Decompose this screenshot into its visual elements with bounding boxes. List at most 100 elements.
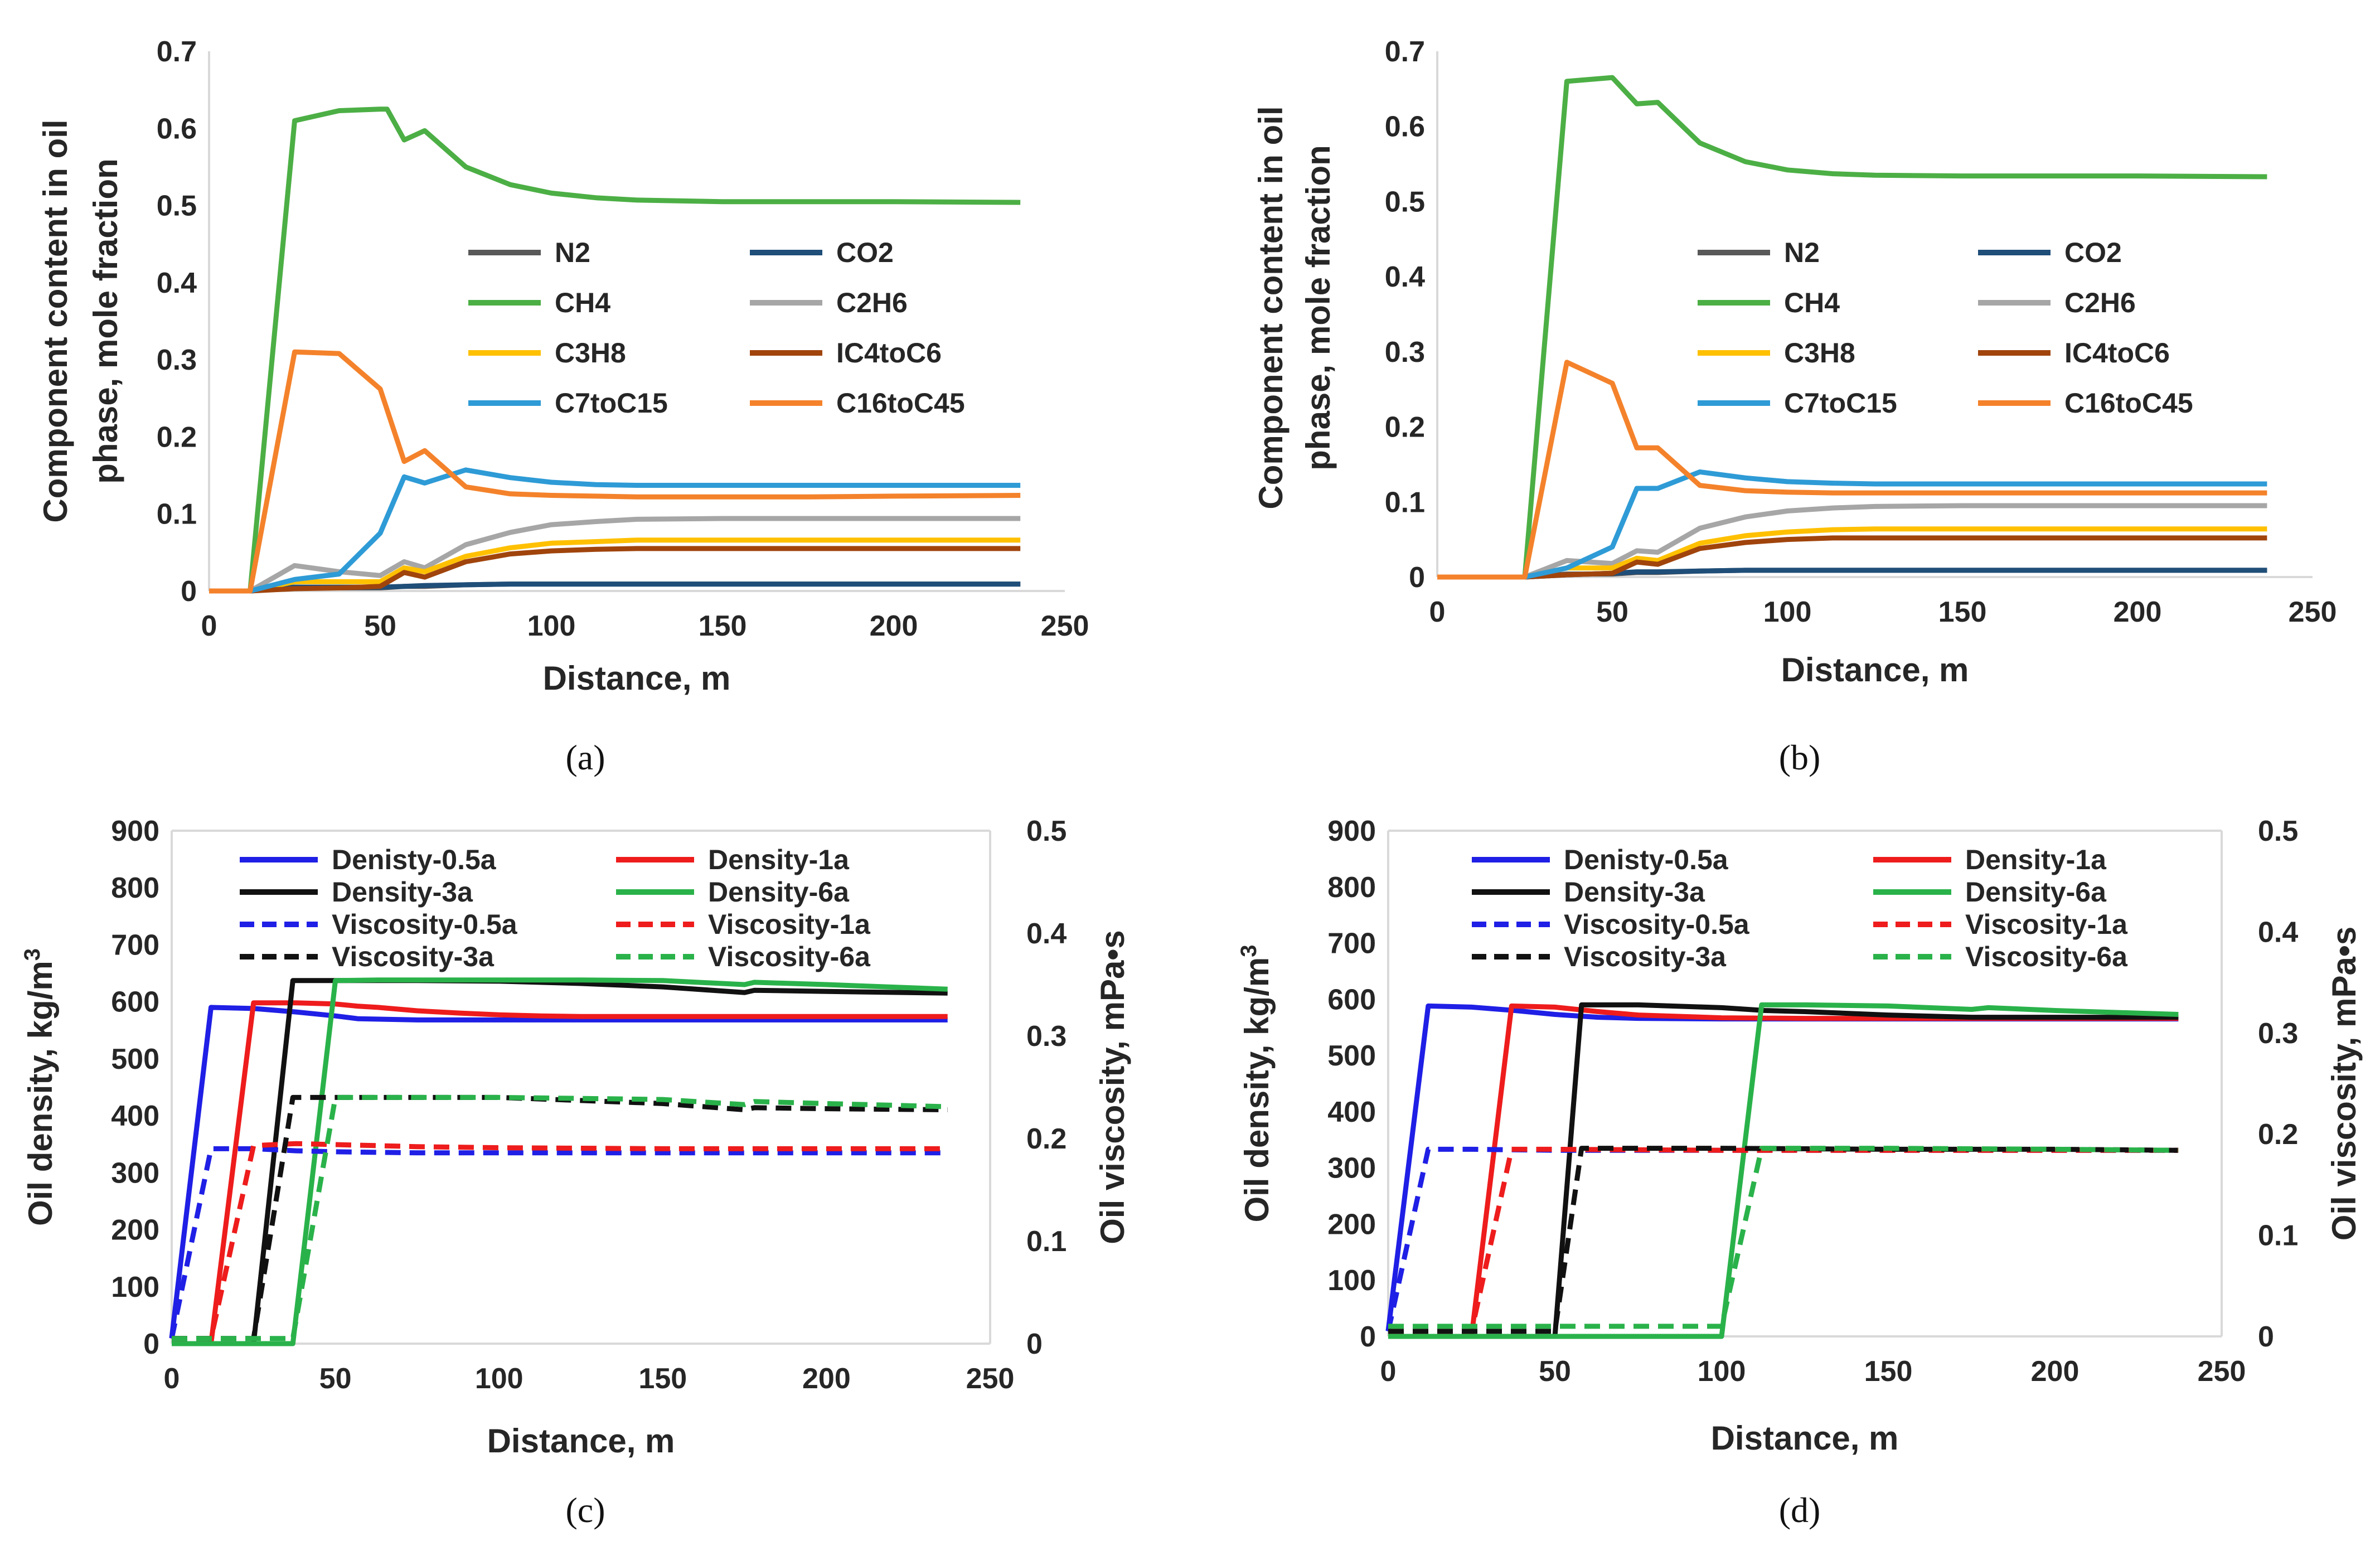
caption-b: (b) (1779, 738, 1821, 777)
y-tick-label: 0.6 (1385, 111, 1425, 143)
y2-tick-label: 0.2 (2258, 1118, 2298, 1151)
legend-label: C16toC45 (836, 387, 965, 419)
legend-label: C16toC45 (2064, 387, 2193, 419)
legend-label: Viscosity-1a (708, 909, 871, 940)
legend-label: Viscosity-6a (708, 941, 871, 972)
x-tick-label: 0 (201, 610, 217, 642)
series-line-c7toc15 (1437, 469, 2267, 580)
y2-tick-label: 0.4 (1026, 918, 1067, 950)
y-tick-label: 0.4 (157, 267, 197, 299)
legend-label: N2 (555, 237, 590, 268)
y-tick-label: 600 (111, 986, 159, 1019)
legend-label: C2H6 (836, 287, 908, 318)
x-tick-label: 50 (364, 610, 396, 642)
y-tick-label: 500 (111, 1043, 159, 1075)
series-line-ch4 (1437, 75, 2267, 580)
x-tick-label: 150 (1864, 1355, 1913, 1388)
x-tick-label: 150 (699, 610, 747, 642)
y2-tick-label: 0 (1026, 1328, 1043, 1360)
y-tick-label: 200 (111, 1214, 159, 1247)
y-tick-label: 900 (1327, 815, 1376, 847)
legend-label: Viscosity-1a (1965, 909, 2128, 940)
series-line-density-6a (1388, 1002, 2179, 1339)
caption-a: (a) (565, 738, 605, 777)
x-tick-label: 100 (1698, 1355, 1746, 1388)
y-tick-label: 0.7 (157, 36, 197, 68)
y2-tick-label: 0.5 (2258, 815, 2298, 847)
y-axis-label: Component content in oil (37, 119, 74, 522)
y-tick-label: 0.4 (1385, 261, 1425, 293)
x-tick-label: 100 (1763, 596, 1812, 628)
legend-label: Density-1a (1965, 844, 2107, 875)
series-line-c7toc15 (209, 467, 1021, 594)
legend-label: CO2 (836, 237, 894, 268)
y-tick-label: 0.3 (1385, 336, 1425, 369)
y-axis-label: phase, mole fraction (1300, 145, 1337, 470)
legend-label: Denisty-0.5a (332, 844, 497, 875)
x-axis-label: Distance, m (487, 1422, 675, 1460)
x-tick-label: 150 (1938, 596, 1987, 628)
x-tick-label: 250 (1041, 610, 1089, 642)
y-tick-label: 800 (111, 872, 159, 904)
series-line-ic4toc6 (209, 546, 1021, 594)
y2-tick-label: 0.1 (1026, 1225, 1067, 1258)
series-line-viscosity-0-5a (169, 1146, 948, 1339)
x-axis-label: Distance, m (1711, 1419, 1899, 1457)
x-tick-label: 250 (2198, 1355, 2246, 1388)
series-line-density-6a (172, 977, 948, 1346)
series-line-c3h8 (209, 537, 1021, 594)
legend-label: Viscosity-0.5a (332, 909, 518, 940)
legend-label: IC4toC6 (836, 337, 942, 369)
x-tick-label: 200 (802, 1363, 851, 1395)
legend-label: C7toC15 (1784, 387, 1897, 419)
chart-panel-b: 0 50 100 150 200 250 0 0.1 0.2 0.3 0.4 0.5 0.6 0.7 Dis… (1252, 36, 2337, 689)
series-line-viscosity-6a (172, 1094, 948, 1341)
legend-label: CO2 (2064, 237, 2122, 268)
legend-label: C3H8 (555, 337, 626, 369)
x-tick-label: 0 (1380, 1355, 1397, 1388)
legend-label: N2 (1784, 237, 1820, 268)
y-tick-label: 0 (181, 575, 197, 608)
y-tick-label: 0.3 (157, 344, 197, 376)
y-tick-label: 0.5 (1385, 186, 1425, 218)
y2-tick-label: 0 (2258, 1321, 2274, 1353)
y-axis-label: Oil density, kg/m3 (20, 948, 59, 1226)
series-line-density-3a (172, 978, 948, 1346)
x-tick-label: 0 (164, 1363, 180, 1395)
legend-label: Density-3a (332, 876, 473, 908)
y-tick-label: 900 (111, 815, 159, 847)
series-line-c2h6 (209, 516, 1021, 594)
y-axis-label: phase, mole fraction (87, 158, 124, 483)
y-tick-label: 700 (111, 929, 159, 961)
y-tick-label: 500 (1327, 1040, 1376, 1072)
series-line-c16toc45 (1437, 360, 2267, 580)
y-tick-label: 800 (1327, 871, 1376, 904)
y-tick-label: 100 (1327, 1264, 1376, 1297)
legend-label: Viscosity-0.5a (1564, 909, 1750, 940)
legend-label: Viscosity-3a (332, 941, 495, 972)
y2-tick-label: 0.3 (1026, 1020, 1067, 1053)
y2-tick-label: 0.3 (2258, 1017, 2298, 1050)
x-tick-label: 250 (966, 1363, 1015, 1395)
y-tick-label: 600 (1327, 983, 1376, 1016)
series-line-viscosity-1a (1388, 1146, 2179, 1334)
legend-label: CH4 (555, 287, 610, 318)
x-tick-label: 50 (1596, 596, 1628, 628)
series-line-c3h8 (1437, 526, 2267, 580)
y-tick-label: 0.7 (1385, 36, 1425, 68)
chart-panel-d: 0 50 100 150 200 250 0 100 200 300 400 500 600 700 800… (1237, 815, 2363, 1457)
legend-label: Viscosity-3a (1564, 941, 1727, 972)
caption-c: (c) (565, 1490, 605, 1530)
x-tick-label: 150 (638, 1363, 687, 1395)
y-tick-label: 0.1 (157, 498, 197, 531)
y2-tick-label: 0.4 (2258, 916, 2298, 948)
legend-label: C7toC15 (555, 387, 668, 419)
series-line-ch4 (209, 106, 1021, 594)
y-tick-label: 0.2 (157, 421, 197, 453)
y2-axis-label: Oil viscosity, mPa•s (2325, 927, 2363, 1241)
y2-tick-label: 0.1 (2258, 1220, 2298, 1252)
x-axis-label: Distance, m (1781, 651, 1969, 689)
x-tick-label: 50 (319, 1363, 352, 1395)
y-tick-label: 700 (1327, 928, 1376, 960)
legend-label: Denisty-0.5a (1564, 844, 1729, 875)
